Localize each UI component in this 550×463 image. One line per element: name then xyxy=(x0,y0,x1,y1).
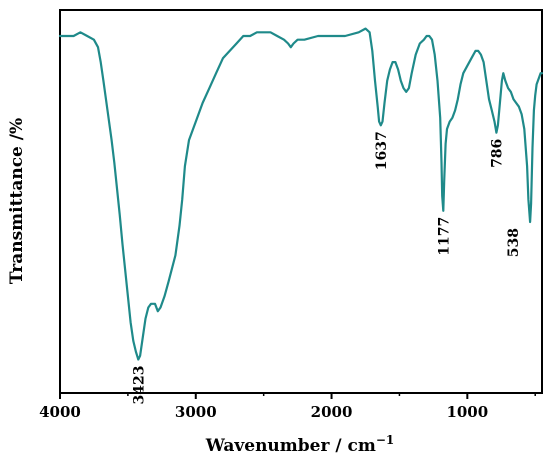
peak-label-786: 786 xyxy=(489,139,505,168)
peak-label-1177: 1177 xyxy=(436,217,452,256)
plot-frame xyxy=(59,9,543,394)
x-axis-title: Wavenumber / cm−1 xyxy=(205,433,394,456)
peak-label-538: 538 xyxy=(506,228,522,257)
plot-area: 3423 1637 1177 786 538 xyxy=(58,9,544,404)
spectrum-line xyxy=(58,27,544,361)
x-axis-title-main: Wavenumber / cm xyxy=(205,436,376,456)
x-tick-label-3000: 3000 xyxy=(175,403,217,421)
y-axis-title: Transmittance /% xyxy=(7,118,27,284)
peak-label-3423: 3423 xyxy=(131,366,147,405)
x-tick-label-2000: 2000 xyxy=(311,403,353,421)
x-axis-title-superscript: −1 xyxy=(376,433,394,447)
x-tick-label-1000: 1000 xyxy=(446,403,488,421)
x-axis-ticks: 4000 3000 2000 1000 xyxy=(39,393,536,421)
peak-annotations: 3423 1637 1177 786 538 xyxy=(131,131,522,404)
peak-label-1637: 1637 xyxy=(374,131,390,170)
x-tick-label-4000: 4000 xyxy=(39,403,81,421)
